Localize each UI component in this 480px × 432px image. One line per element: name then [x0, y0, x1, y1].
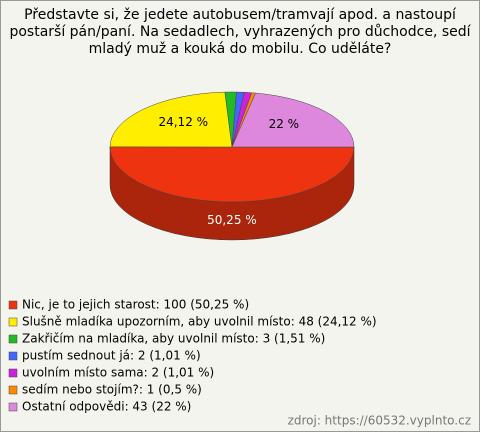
legend-swatch — [8, 385, 18, 395]
legend-swatch — [8, 334, 18, 344]
slice-label: 50,25 % — [207, 213, 257, 227]
legend-swatch — [8, 351, 18, 361]
legend-swatch — [8, 368, 18, 378]
legend-label: Slušně mladíka upozorním, aby uvolnil mí… — [22, 315, 377, 329]
chart-title: Představte si, že jedete autobusem/tramv… — [9, 7, 471, 57]
legend-label: pustím sednout já: 2 (1,01 %) — [22, 349, 201, 363]
legend-label: uvolním místo sama: 2 (1,01 %) — [22, 366, 214, 380]
slice-label: 22 % — [269, 117, 300, 131]
source: zdroj: https://60532.vyplnto.cz — [288, 414, 471, 428]
legend-swatch — [8, 317, 18, 327]
slice-label: 24,12 % — [158, 115, 208, 129]
legend-label: Zakřičím na mladíka, aby uvolnil místo: … — [22, 332, 325, 346]
legend-swatch — [8, 402, 18, 412]
legend-label: Ostatní odpovědi: 43 (22 %) — [22, 400, 191, 414]
legend-label: sedím nebo stojím?: 1 (0,5 %) — [22, 383, 202, 397]
legend-label: Nic, je to jejich starost: 100 (50,25 %) — [22, 298, 249, 312]
legend-swatch — [8, 300, 18, 310]
pie-slice — [109, 91, 233, 148]
pie-slice — [109, 146, 355, 203]
pie-slice — [231, 92, 355, 148]
